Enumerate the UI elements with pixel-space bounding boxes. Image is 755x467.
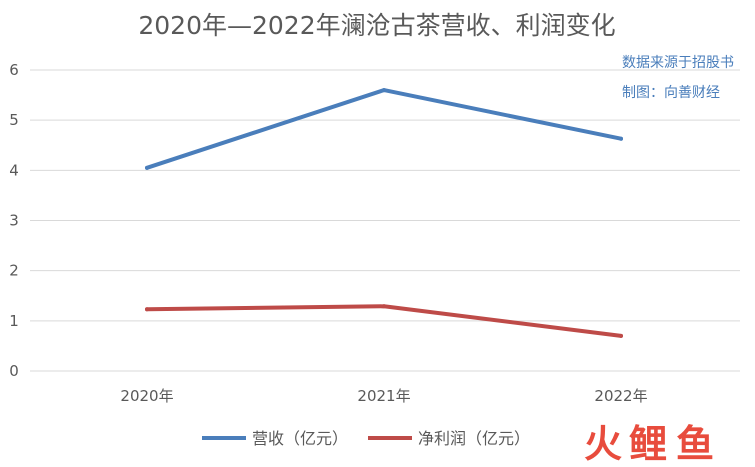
y-tick-label: 1	[9, 312, 19, 330]
source-note-line2: 制图：向善财经	[622, 85, 720, 101]
x-tick-label: 2021年	[357, 387, 410, 405]
data-point	[145, 307, 149, 312]
x-tick-label: 2022年	[594, 387, 647, 405]
watermark-char-3: 鱼	[676, 422, 714, 466]
x-tick-label: 2020年	[120, 387, 173, 405]
legend: 营收（亿元） 净利润（亿元）	[202, 429, 530, 448]
gridlines	[30, 69, 740, 372]
y-tick-label: 6	[9, 61, 19, 79]
series-line-revenue	[145, 88, 623, 170]
series-lines	[145, 88, 623, 338]
chart-title: 2020年—2022年澜沧古茶营收、利润变化	[138, 11, 615, 40]
data-point	[382, 88, 386, 93]
y-tick-label: 2	[9, 262, 19, 280]
y-tick-label: 0	[9, 362, 19, 380]
y-tick-label: 3	[9, 212, 19, 230]
legend-label-net-profit: 净利润（亿元）	[418, 429, 530, 448]
legend-label-revenue: 营收（亿元）	[252, 429, 348, 448]
x-axis-tick-labels: 2020年 2021年 2022年	[120, 387, 647, 405]
data-point	[619, 333, 623, 338]
data-point	[382, 304, 386, 309]
y-axis-tick-labels: 0 1 2 3 4 5 6	[9, 61, 19, 380]
data-point	[619, 136, 623, 141]
y-tick-label: 5	[9, 111, 19, 129]
data-point	[145, 165, 149, 170]
source-note-line1: 数据来源于招股书	[622, 55, 734, 71]
y-tick-label: 4	[9, 161, 19, 179]
watermark-char-2: 鲤	[629, 422, 667, 466]
watermark-char-1: 火	[584, 422, 622, 466]
watermark-logo: 火 鲤 鱼	[584, 422, 714, 466]
